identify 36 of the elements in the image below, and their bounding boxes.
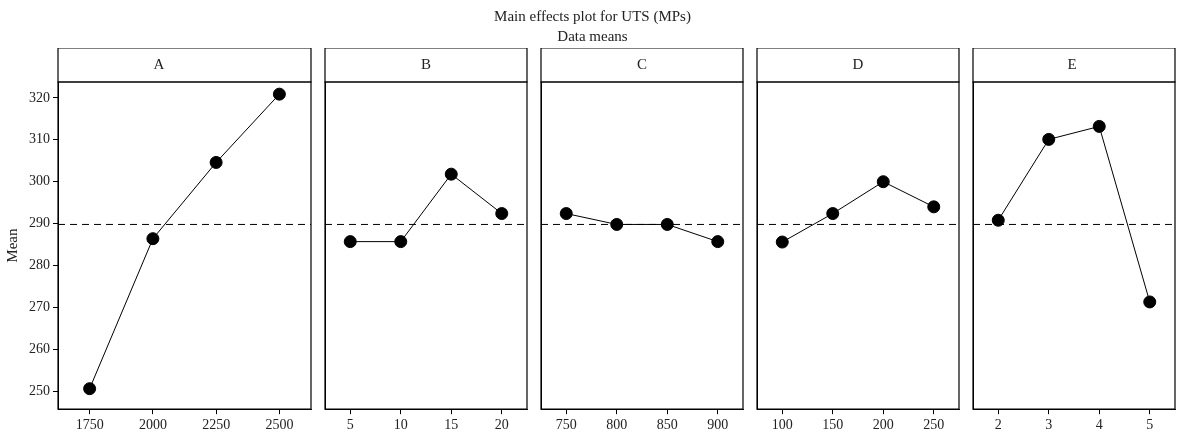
x-tick-label: 2 [994, 417, 1002, 433]
x-tick-label: 1750 [75, 417, 104, 433]
x-tick-label: 2250 [202, 417, 231, 433]
y-tick-label: 310 [29, 131, 50, 147]
x-tick-label: 150 [822, 417, 844, 433]
x-tick-label: 900 [707, 417, 729, 433]
x-tick-label: 5 [1146, 417, 1154, 433]
x-tick-label: 10 [393, 417, 408, 433]
x-tick-label: 2500 [265, 417, 294, 433]
x-tick-label: 750 [555, 417, 577, 433]
y-tick-label: 250 [29, 382, 50, 398]
x-tick-label: 200 [872, 417, 894, 433]
text: Data means [556, 27, 629, 46]
y-axis-title: Mean [3, 228, 20, 263]
x-tick-label: 100 [771, 417, 793, 433]
x-tick-label: 20 [494, 417, 509, 433]
x-tick-label: 3 [1045, 417, 1053, 433]
x-tick-label: 250 [923, 417, 945, 433]
chart-title: E [1067, 55, 1077, 72]
x-tick-label: 2000 [138, 417, 167, 433]
x-tick-label: 15 [444, 417, 459, 433]
x-tick-label: 800 [606, 417, 628, 433]
chart-title: D [852, 55, 864, 72]
chart-title: A [153, 55, 165, 72]
y-tick-label: 320 [29, 89, 50, 105]
x-tick-label: 4 [1095, 417, 1103, 433]
x-tick-label: 850 [656, 417, 678, 433]
y-tick-label: 290 [29, 215, 50, 231]
text: Main effects plot for UTS (MPs) [493, 7, 692, 26]
chart-title: C [636, 55, 648, 72]
x-tick-label: 5 [346, 417, 354, 433]
y-tick-label: 270 [29, 299, 50, 315]
y-tick-label: 300 [29, 173, 50, 189]
y-tick-label: 280 [29, 257, 50, 273]
y-tick-label: 260 [29, 340, 50, 356]
chart-title: B [420, 55, 432, 72]
